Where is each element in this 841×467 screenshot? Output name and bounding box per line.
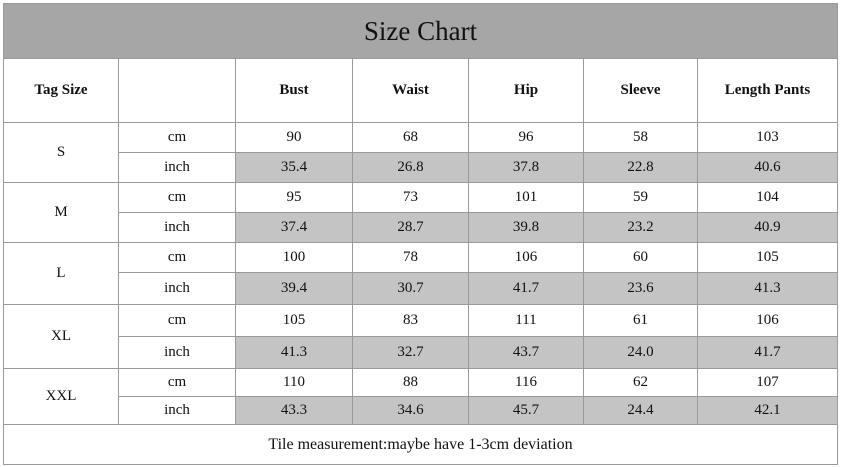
value-cell: 83: [352, 304, 469, 337]
value-cell: 41.7: [468, 272, 584, 305]
value-cell: 41.7: [697, 336, 838, 369]
value-cell: 35.4: [235, 152, 353, 183]
value-cell: 23.2: [583, 212, 698, 243]
value-cell: 24.4: [583, 396, 698, 425]
value-cell: 30.7: [352, 272, 469, 305]
value-cell: 34.6: [352, 396, 469, 425]
unit-cell: cm: [118, 182, 236, 213]
unit-cell: cm: [118, 122, 236, 153]
header-cell: Waist: [352, 58, 469, 123]
value-cell: 39.8: [468, 212, 584, 243]
value-cell: 22.8: [583, 152, 698, 183]
value-cell: 90: [235, 122, 353, 153]
size-cell: S: [3, 122, 119, 183]
unit-cell: cm: [118, 368, 236, 397]
value-cell: 26.8: [352, 152, 469, 183]
size-cell: M: [3, 182, 119, 243]
value-cell: 95: [235, 182, 353, 213]
value-cell: 62: [583, 368, 698, 397]
unit-cell: cm: [118, 304, 236, 337]
value-cell: 88: [352, 368, 469, 397]
value-cell: 37.4: [235, 212, 353, 243]
value-cell: 32.7: [352, 336, 469, 369]
header-cell: Tag Size: [3, 58, 119, 123]
header-cell: Hip: [468, 58, 584, 123]
value-cell: 43.7: [468, 336, 584, 369]
value-cell: 103: [697, 122, 838, 153]
unit-cell: inch: [118, 272, 236, 305]
value-cell: 61: [583, 304, 698, 337]
value-cell: 41.3: [697, 272, 838, 305]
value-cell: 111: [468, 304, 584, 337]
value-cell: 37.8: [468, 152, 584, 183]
value-cell: 73: [352, 182, 469, 213]
unit-cell: inch: [118, 396, 236, 425]
value-cell: 101: [468, 182, 584, 213]
value-cell: 40.6: [697, 152, 838, 183]
unit-cell: cm: [118, 242, 236, 273]
value-cell: 43.3: [235, 396, 353, 425]
value-cell: 23.6: [583, 272, 698, 305]
unit-cell: inch: [118, 212, 236, 243]
value-cell: 100: [235, 242, 353, 273]
value-cell: 68: [352, 122, 469, 153]
value-cell: 116: [468, 368, 584, 397]
value-cell: 104: [697, 182, 838, 213]
size-cell: XXL: [3, 368, 119, 425]
value-cell: 107: [697, 368, 838, 397]
header-cell: Length Pants: [697, 58, 838, 123]
header-blank-cell: [118, 58, 236, 123]
value-cell: 58: [583, 122, 698, 153]
unit-cell: inch: [118, 336, 236, 369]
table-title: Size Chart: [3, 3, 838, 59]
value-cell: 78: [352, 242, 469, 273]
value-cell: 110: [235, 368, 353, 397]
value-cell: 28.7: [352, 212, 469, 243]
value-cell: 42.1: [697, 396, 838, 425]
value-cell: 59: [583, 182, 698, 213]
value-cell: 105: [697, 242, 838, 273]
value-cell: 45.7: [468, 396, 584, 425]
value-cell: 39.4: [235, 272, 353, 305]
footer-note: Tile measurement:maybe have 1-3cm deviat…: [3, 424, 838, 465]
value-cell: 105: [235, 304, 353, 337]
header-cell: Bust: [235, 58, 353, 123]
size-cell: XL: [3, 304, 119, 369]
header-cell: Sleeve: [583, 58, 698, 123]
value-cell: 106: [697, 304, 838, 337]
value-cell: 40.9: [697, 212, 838, 243]
value-cell: 106: [468, 242, 584, 273]
unit-cell: inch: [118, 152, 236, 183]
size-cell: L: [3, 242, 119, 305]
value-cell: 60: [583, 242, 698, 273]
value-cell: 24.0: [583, 336, 698, 369]
value-cell: 96: [468, 122, 584, 153]
value-cell: 41.3: [235, 336, 353, 369]
